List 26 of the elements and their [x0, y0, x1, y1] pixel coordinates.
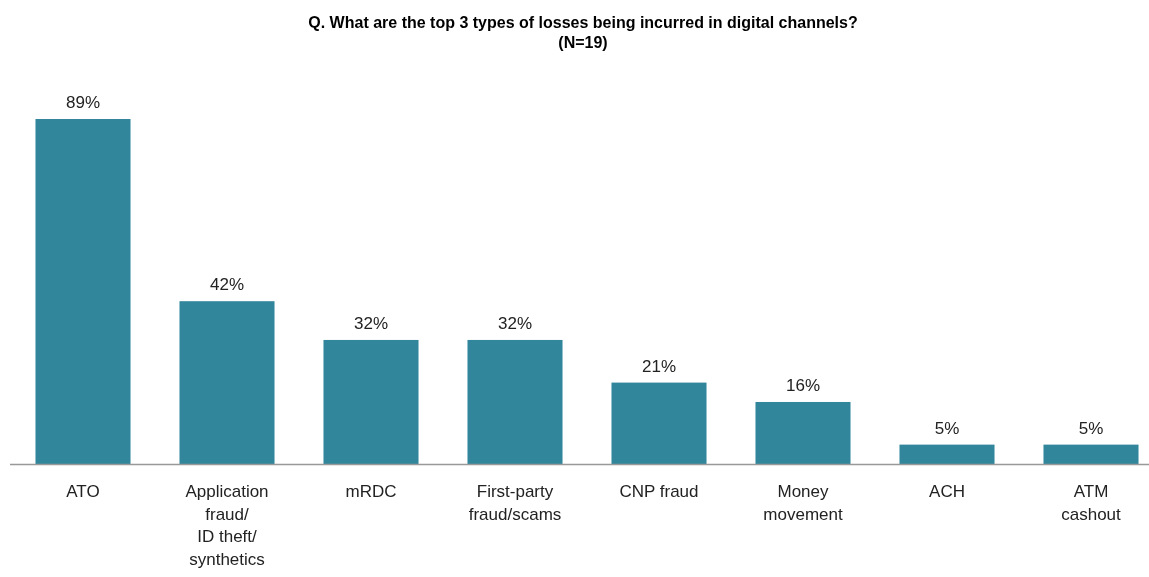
- data-label: 16%: [785, 375, 821, 395]
- data-label: 5%: [1078, 418, 1104, 438]
- data-label: 32%: [353, 313, 389, 333]
- data-label: 21%: [641, 356, 677, 376]
- bar: [323, 339, 419, 464]
- data-label: 32%: [497, 313, 533, 333]
- bar: [611, 382, 707, 464]
- x-tick-label: mRDC: [345, 482, 397, 501]
- x-tick-label: First-party fraud/scams: [468, 482, 562, 524]
- bar: [1043, 444, 1139, 464]
- chart-subtitle: (N=19): [558, 34, 608, 51]
- data-label: 89%: [65, 93, 101, 112]
- data-label: 42%: [209, 275, 245, 295]
- bar: [899, 444, 995, 464]
- bar: [179, 301, 275, 464]
- data-label: 5%: [934, 418, 960, 438]
- bar: [35, 119, 131, 464]
- x-tick-label: Application fraud/ ID theft/ synthetics: [185, 482, 269, 569]
- bar: [755, 401, 851, 464]
- x-tick-label: ATO: [66, 482, 100, 501]
- x-tick-label: ATM cashout: [1061, 482, 1122, 524]
- chart-title: Q. What are the top 3 types of losses being incurred in digital channels?: [308, 14, 858, 31]
- bar: [467, 339, 563, 464]
- x-tick-label: CNP fraud: [619, 482, 699, 501]
- x-tick-label: Money movement: [763, 482, 843, 524]
- x-tick-label: ACH: [929, 482, 965, 501]
